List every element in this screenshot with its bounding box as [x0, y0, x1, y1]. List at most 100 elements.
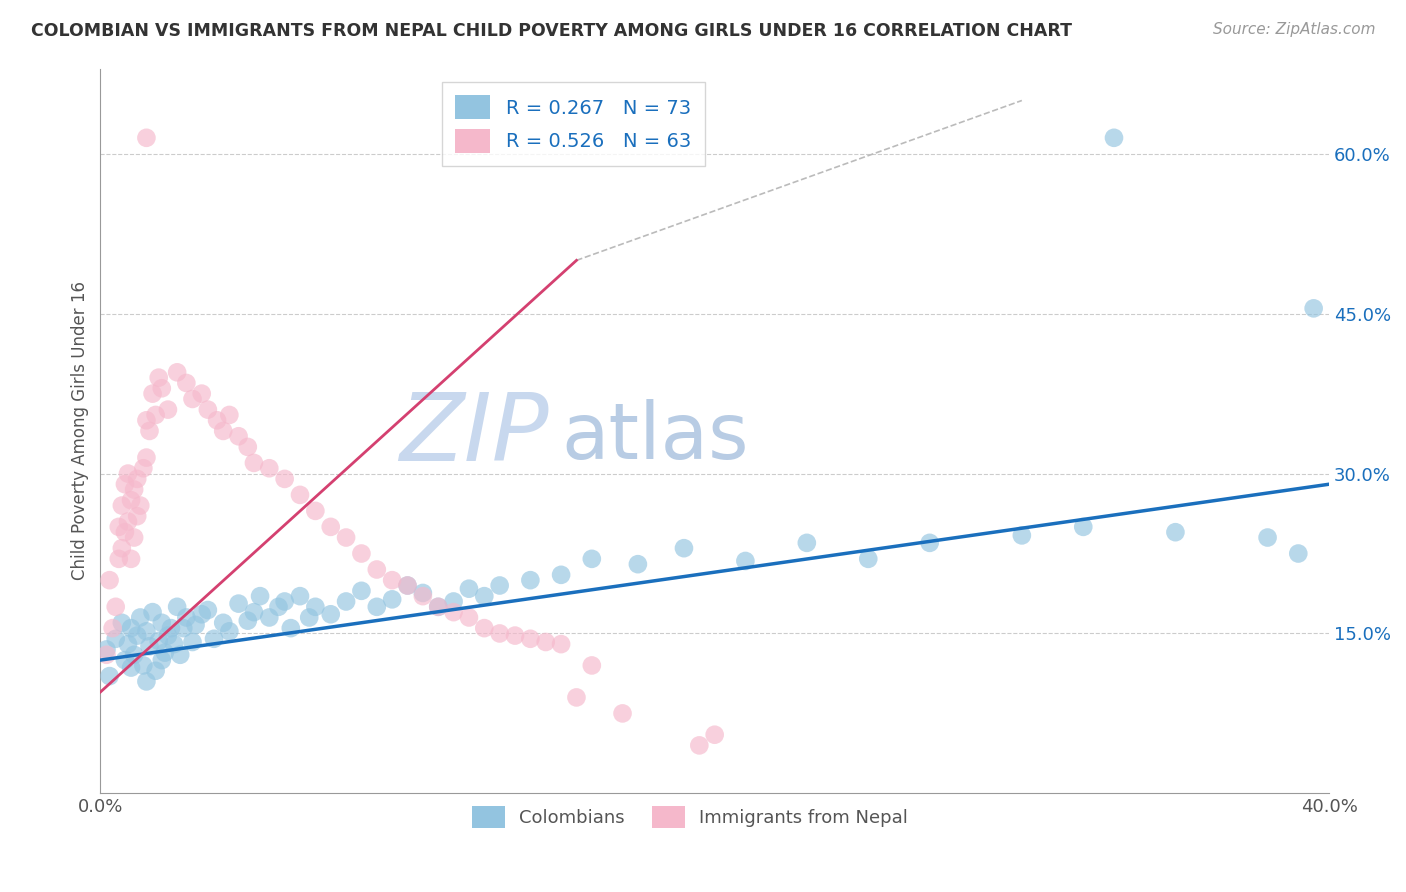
Point	[304, 599, 326, 614]
Point	[197, 402, 219, 417]
Point	[1011, 528, 1033, 542]
Point	[114, 477, 136, 491]
Point	[243, 456, 266, 470]
Point	[135, 624, 157, 639]
Point	[205, 413, 228, 427]
Point	[472, 589, 495, 603]
Point	[197, 603, 219, 617]
Point	[142, 605, 165, 619]
Point	[135, 674, 157, 689]
Point	[550, 567, 572, 582]
Point	[243, 605, 266, 619]
Point	[129, 499, 152, 513]
Point	[335, 594, 357, 608]
Point	[98, 669, 121, 683]
Point	[145, 664, 167, 678]
Point	[734, 554, 756, 568]
Point	[458, 582, 481, 596]
Point	[319, 607, 342, 622]
Point	[104, 632, 127, 646]
Point	[1286, 547, 1309, 561]
Point	[458, 610, 481, 624]
Point	[412, 589, 434, 603]
Point	[111, 541, 134, 556]
Point	[156, 402, 179, 417]
Point	[412, 586, 434, 600]
Point	[202, 632, 225, 646]
Point	[148, 634, 170, 648]
Point	[142, 386, 165, 401]
Point	[148, 370, 170, 384]
Point	[212, 615, 235, 630]
Point	[120, 621, 142, 635]
Point	[396, 578, 419, 592]
Point	[160, 621, 183, 635]
Point	[132, 658, 155, 673]
Point	[169, 648, 191, 662]
Point	[581, 658, 603, 673]
Point	[503, 629, 526, 643]
Point	[304, 504, 326, 518]
Point	[259, 610, 281, 624]
Point	[181, 392, 204, 406]
Point	[181, 635, 204, 649]
Text: Source: ZipAtlas.com: Source: ZipAtlas.com	[1212, 22, 1375, 37]
Point	[319, 520, 342, 534]
Point	[176, 610, 198, 624]
Point	[472, 621, 495, 635]
Point	[381, 592, 404, 607]
Point	[176, 376, 198, 390]
Point	[122, 648, 145, 662]
Point	[127, 472, 149, 486]
Point	[114, 525, 136, 540]
Point	[96, 642, 118, 657]
Point	[184, 618, 207, 632]
Point	[120, 660, 142, 674]
Point	[107, 552, 129, 566]
Point	[672, 541, 695, 556]
Point	[288, 488, 311, 502]
Point	[627, 557, 650, 571]
Point	[519, 573, 541, 587]
Point	[273, 472, 295, 486]
Point	[190, 386, 212, 401]
Point	[127, 509, 149, 524]
Point	[236, 440, 259, 454]
Point	[98, 573, 121, 587]
Point	[298, 610, 321, 624]
Point	[280, 621, 302, 635]
Point	[129, 610, 152, 624]
Point	[443, 605, 465, 619]
Point	[135, 450, 157, 465]
Point	[212, 424, 235, 438]
Text: atlas: atlas	[561, 399, 748, 475]
Point	[612, 706, 634, 721]
Text: ZIP: ZIP	[399, 389, 548, 480]
Point	[132, 461, 155, 475]
Point	[111, 499, 134, 513]
Point	[550, 637, 572, 651]
Point	[218, 624, 240, 639]
Point	[267, 599, 290, 614]
Point	[534, 635, 557, 649]
Point	[488, 578, 510, 592]
Text: COLOMBIAN VS IMMIGRANTS FROM NEPAL CHILD POVERTY AMONG GIRLS UNDER 16 CORRELATIO: COLOMBIAN VS IMMIGRANTS FROM NEPAL CHILD…	[31, 22, 1071, 40]
Y-axis label: Child Poverty Among Girls Under 16: Child Poverty Among Girls Under 16	[72, 282, 89, 581]
Point	[228, 429, 250, 443]
Point	[166, 599, 188, 614]
Point	[519, 632, 541, 646]
Point	[273, 594, 295, 608]
Point	[381, 573, 404, 587]
Point	[1102, 130, 1125, 145]
Point	[166, 365, 188, 379]
Point	[350, 547, 373, 561]
Point	[156, 629, 179, 643]
Point	[107, 520, 129, 534]
Point	[138, 639, 160, 653]
Point	[443, 594, 465, 608]
Legend: Colombians, Immigrants from Nepal: Colombians, Immigrants from Nepal	[465, 798, 915, 835]
Point	[190, 607, 212, 622]
Point	[581, 552, 603, 566]
Point	[150, 653, 173, 667]
Point	[1071, 520, 1094, 534]
